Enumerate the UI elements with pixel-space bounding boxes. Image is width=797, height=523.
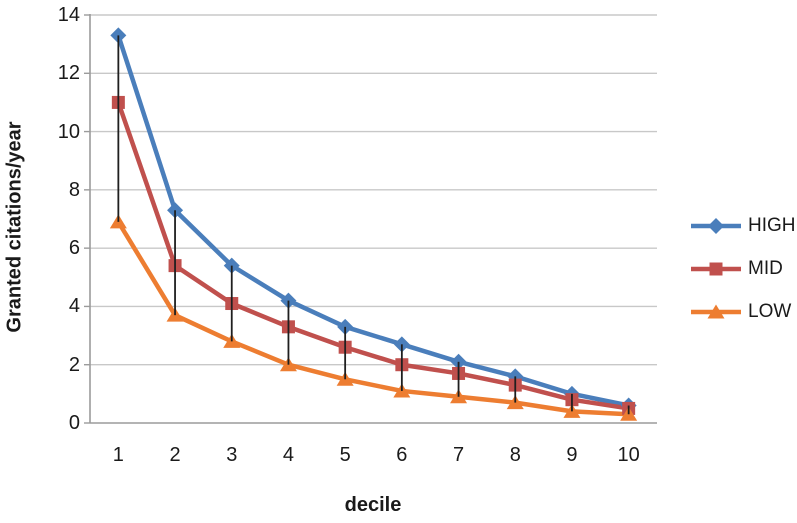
y-tick-label-2: 2 <box>68 353 80 376</box>
x-tick-label-9: 9 <box>566 444 578 466</box>
legend-entry-high: HIGH <box>690 204 796 247</box>
y-tick-label-6: 6 <box>68 237 80 260</box>
x-tick-label-8: 8 <box>509 444 521 466</box>
x-tick-label-2: 2 <box>169 444 181 466</box>
y-axis-title: Granted citations/year <box>3 121 26 333</box>
x-tick-label-3: 3 <box>226 444 238 466</box>
legend-entry-mid: MID <box>690 247 796 290</box>
low-series-marker-icon <box>691 304 741 318</box>
y-tick-label-8: 8 <box>68 178 80 201</box>
y-tick-label-4: 4 <box>68 295 80 318</box>
series-line-low <box>116 219 631 417</box>
x-tick-label-10: 10 <box>617 444 640 466</box>
legend-label-high: HIGH <box>748 214 796 236</box>
x-tick-label-4: 4 <box>282 444 294 466</box>
x-tick-label-5: 5 <box>339 444 351 466</box>
series-line-mid <box>116 100 631 411</box>
x-tick-label-6: 6 <box>396 444 408 466</box>
series-line-high <box>116 33 631 408</box>
y-tick-label-10: 10 <box>57 120 80 143</box>
legend-entry-low: LOW <box>690 290 796 333</box>
y-tick-label-14: 14 <box>57 4 80 26</box>
x-axis-title: decile <box>344 494 402 516</box>
legend-label-mid: MID <box>748 257 783 279</box>
y-tick-label-0: 0 <box>68 412 80 434</box>
x-tick-label-7: 7 <box>452 444 465 466</box>
mid-series-marker-icon <box>691 262 741 275</box>
y-tick-label-12: 12 <box>57 62 80 85</box>
square-marker-icon <box>709 262 723 275</box>
legend-label-low: LOW <box>748 300 792 322</box>
high-series-marker-icon <box>691 217 741 234</box>
legend: HIGH MID LOW <box>690 204 796 333</box>
x-tick-label-1: 1 <box>112 444 124 466</box>
triangle-marker-icon <box>707 304 725 318</box>
diamond-marker-icon <box>708 217 724 234</box>
